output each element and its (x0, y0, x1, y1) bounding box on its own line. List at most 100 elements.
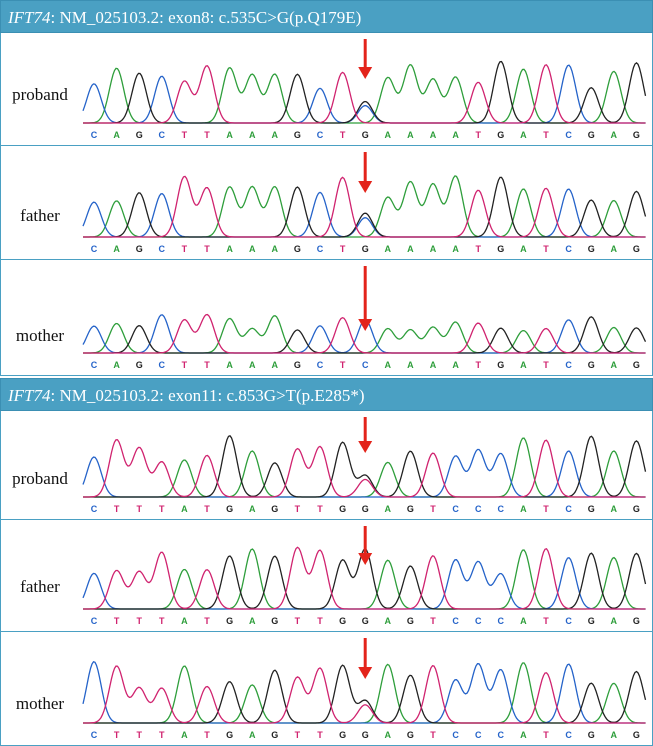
base-call: C (498, 616, 505, 626)
base-call: A (452, 244, 459, 254)
base-call: C (91, 616, 98, 626)
base-call: G (633, 616, 640, 626)
base-call: G (226, 616, 233, 626)
panel-1-row-father: father C A G C T T A A A G C T G A A A A T G A T C G A G (0, 146, 653, 260)
panel-2-row-label-proband: proband (12, 469, 68, 488)
base-call: T (430, 504, 436, 514)
base-call: C (317, 130, 324, 140)
base-call: G (362, 504, 369, 514)
base-call: T (204, 244, 210, 254)
base-call: G (339, 616, 346, 626)
trace-C-signal (82, 64, 646, 124)
base-call: G (407, 504, 414, 514)
trace-G-signal (83, 176, 647, 238)
trace-T-signal (83, 175, 646, 238)
base-call: T (204, 616, 210, 626)
base-call: G (362, 244, 369, 254)
base-call: C (159, 360, 166, 370)
base-call: C (159, 244, 166, 254)
base-call: G (588, 360, 595, 370)
panel-1-row-proband: proband C A G C T T A A A G C T G A A A A T G A T C G A G (0, 33, 653, 146)
base-call: A (385, 360, 392, 370)
base-call: A (249, 244, 256, 254)
base-call: G (136, 130, 143, 140)
base-call: C (362, 360, 369, 370)
variant-arrow-head (358, 667, 373, 679)
base-call: A (113, 360, 120, 370)
base-call: C (475, 616, 482, 626)
base-call: G (294, 360, 301, 370)
base-call: C (565, 360, 572, 370)
base-call: G (362, 130, 369, 140)
base-call: A (430, 130, 437, 140)
panel-2-row-label-mother: mother (15, 694, 65, 713)
base-call: T (543, 360, 549, 370)
base-call: A (226, 244, 233, 254)
base-call: A (385, 244, 392, 254)
base-call: A (181, 616, 188, 626)
base-call: C (565, 616, 572, 626)
base-call: A (452, 130, 459, 140)
base-call: A (430, 360, 437, 370)
base-call: C (317, 360, 324, 370)
panel-2-gene-name: IFT74 (8, 386, 51, 405)
base-call: T (543, 730, 549, 740)
base-call: T (295, 730, 301, 740)
base-call: A (520, 244, 527, 254)
base-call: C (498, 730, 505, 740)
base-call: C (565, 504, 572, 514)
base-call: T (340, 130, 346, 140)
trace-G-signal (83, 664, 647, 724)
panel-2-row-father: father C T T T A T G A G T T G G A G T C C C A T C G A G (0, 520, 653, 632)
base-call: T (317, 730, 323, 740)
base-call: C (452, 730, 459, 740)
base-call: G (497, 130, 504, 140)
base-call: C (452, 504, 459, 514)
base-call: A (520, 616, 527, 626)
panel-1-gene-name: IFT74 (8, 8, 51, 27)
base-call: A (407, 130, 414, 140)
base-call: G (497, 360, 504, 370)
base-call: A (430, 244, 437, 254)
base-call: G (226, 730, 233, 740)
base-call: T (182, 244, 188, 254)
base-call: G (633, 244, 640, 254)
base-call: A (520, 360, 527, 370)
base-call: C (475, 504, 482, 514)
base-call: C (91, 360, 98, 370)
base-call: T (204, 730, 210, 740)
base-call: A (181, 504, 188, 514)
base-call: A (520, 130, 527, 140)
base-call: T (340, 244, 346, 254)
base-call: G (497, 244, 504, 254)
base-call: T (204, 360, 210, 370)
base-call: A (407, 360, 414, 370)
base-call: G (588, 244, 595, 254)
base-call: A (113, 244, 120, 254)
base-call: T (317, 504, 323, 514)
base-call: G (407, 730, 414, 740)
panel-2-row-mother: mother C T T T A T G A G T T G G A G T C C C A T C G A G (0, 632, 653, 746)
base-call: C (317, 244, 324, 254)
panel-1-row-label-father: father (20, 206, 60, 225)
variant-arrow-head (358, 319, 373, 331)
base-call: G (339, 504, 346, 514)
base-call: T (114, 616, 120, 626)
base-call: A (385, 616, 392, 626)
trace-T-signal (83, 664, 646, 724)
trace-T-signal (83, 313, 646, 354)
base-call: G (633, 130, 640, 140)
base-call: G (294, 130, 301, 140)
base-call: A (272, 130, 279, 140)
base-call: G (588, 504, 595, 514)
panel-2-row-label-father: father (20, 577, 60, 596)
base-call: A (249, 730, 256, 740)
base-call: T (204, 130, 210, 140)
base-call: T (430, 730, 436, 740)
base-call: T (430, 616, 436, 626)
base-call: T (159, 616, 165, 626)
